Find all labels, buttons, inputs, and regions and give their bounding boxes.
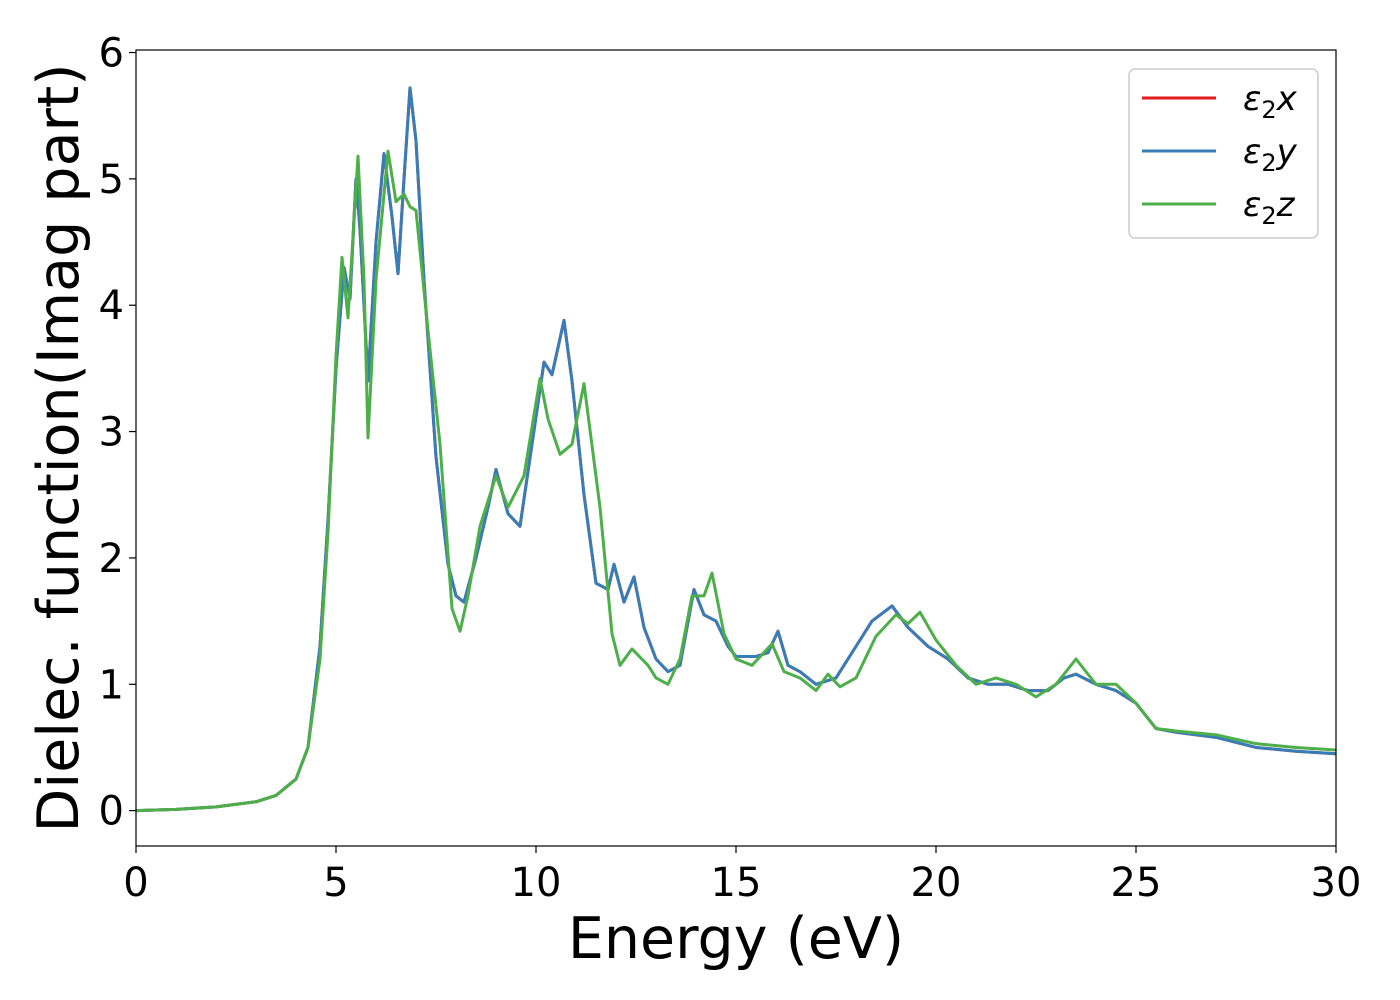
- y-axis-label: Dielec. function(Imag part): [26, 63, 92, 832]
- legend-label-z: ε2z: [1243, 185, 1296, 230]
- y-tick-label: 1: [99, 662, 124, 708]
- y-tick-label: 3: [99, 410, 124, 456]
- y-tick-label: 4: [99, 283, 124, 329]
- legend: ε2x ε2y ε2z: [1128, 68, 1319, 239]
- legend-label-y: ε2y: [1243, 132, 1298, 177]
- y-tick-label: 2: [99, 536, 124, 582]
- x-tick-label: 30: [1311, 860, 1362, 906]
- x-tick-label: 10: [511, 860, 562, 906]
- x-axis: 0 5 10 15 20 25 30: [123, 846, 1361, 906]
- series-line-z: [136, 149, 1336, 813]
- y-tick-label: 5: [99, 157, 124, 203]
- x-tick-label: 25: [1111, 860, 1162, 906]
- y-axis: 0 1 2 3 4 5 6: [99, 31, 136, 835]
- legend-label-x: ε2x: [1243, 79, 1298, 124]
- x-tick-label: 15: [711, 860, 762, 906]
- x-tick-label: 20: [911, 860, 962, 906]
- x-axis-label: Energy (eV): [568, 906, 904, 972]
- y-tick-label: 0: [99, 789, 124, 835]
- plot-area: [135, 49, 1337, 847]
- y-tick-label: 6: [99, 31, 124, 77]
- x-tick-label: 5: [323, 860, 348, 906]
- x-tick-label: 0: [123, 860, 148, 906]
- legend-box: [1128, 68, 1319, 239]
